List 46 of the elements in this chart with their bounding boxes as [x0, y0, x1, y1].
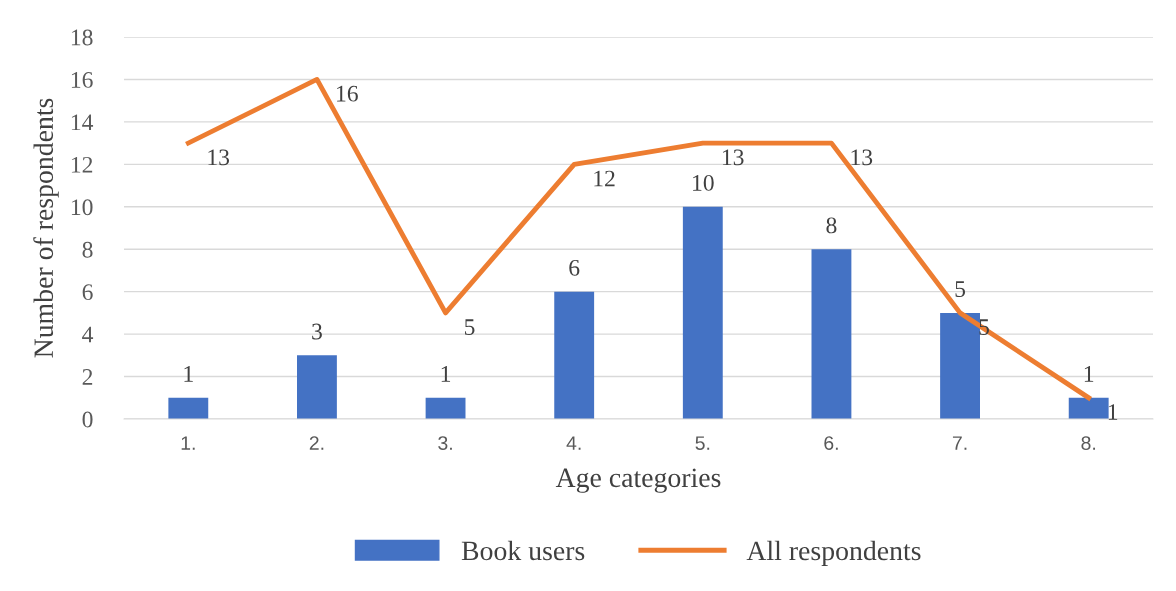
x-tick-label: 1.	[181, 436, 195, 450]
x-tick-label: 8.	[1081, 436, 1096, 450]
data-label: 1	[184, 366, 193, 382]
data-label: 13	[851, 149, 873, 166]
y-tick-label: 18	[71, 29, 93, 46]
legend-label: All respondents	[746, 540, 921, 566]
y-tick-label: 0	[82, 411, 93, 428]
data-label: 13	[208, 149, 230, 166]
data-label: 8	[826, 217, 837, 234]
bar	[554, 291, 595, 419]
x-tick-label: 7.	[952, 436, 967, 450]
x-tick-label: 5.	[695, 436, 710, 450]
bar	[297, 355, 337, 419]
bar	[811, 249, 852, 419]
y-tick-label: 2	[82, 369, 93, 385]
data-label: 5	[464, 319, 475, 336]
data-label: 1	[1108, 404, 1118, 420]
x-tick-label: 4.	[566, 436, 581, 450]
x-axis-title: Age categories	[555, 468, 721, 493]
line-series	[185, 77, 1092, 401]
data-label: 3	[312, 323, 322, 340]
bar	[1068, 397, 1109, 419]
y-tick-label: 6	[82, 284, 93, 301]
bar	[940, 312, 980, 419]
data-label: 5	[955, 281, 966, 297]
bar	[682, 206, 723, 419]
data-label: 16	[337, 85, 358, 102]
y-tick-label: 14	[71, 114, 94, 131]
legend-label: Book users	[461, 540, 585, 561]
y-tick-label: 4	[82, 326, 94, 343]
y-tick-label: 8	[82, 241, 93, 258]
x-tick-label: 6.	[824, 436, 838, 450]
bar	[168, 397, 209, 419]
data-label: 13	[722, 149, 744, 166]
data-label: 1	[441, 366, 451, 382]
data-label: 6	[569, 259, 580, 276]
y-tick-label: 16	[71, 72, 93, 88]
bar	[425, 397, 466, 419]
x-tick-label: 2.	[309, 436, 324, 450]
y-tick-label: 12	[71, 156, 93, 173]
y-tick-label: 10	[71, 199, 93, 216]
data-label: 1	[1084, 366, 1094, 382]
data-label: 10	[693, 174, 714, 191]
data-label: 12	[594, 170, 615, 187]
x-tick-label: 3.	[438, 436, 452, 450]
y-axis-title: Number of respondents	[33, 98, 59, 358]
